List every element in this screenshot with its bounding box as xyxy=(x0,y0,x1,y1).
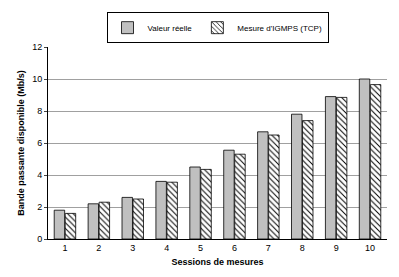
svg-text:12: 12 xyxy=(32,42,42,52)
svg-text:6: 6 xyxy=(37,138,42,148)
svg-text:3: 3 xyxy=(130,243,135,253)
svg-text:4: 4 xyxy=(164,243,169,253)
svg-text:Bande passante disponible (Mb/: Bande passante disponible (Mb/s) xyxy=(16,70,26,216)
svg-text:9: 9 xyxy=(334,243,339,253)
svg-text:Valeur réelle: Valeur réelle xyxy=(148,24,193,33)
svg-text:Sessions de mesures: Sessions de mesures xyxy=(171,257,263,267)
svg-text:2: 2 xyxy=(96,243,101,253)
svg-text:Mesure d'IGMPS (TCP): Mesure d'IGMPS (TCP) xyxy=(237,24,322,33)
svg-text:2: 2 xyxy=(37,202,42,212)
svg-text:6: 6 xyxy=(232,243,237,253)
svg-text:0: 0 xyxy=(37,234,42,244)
svg-text:7: 7 xyxy=(266,243,271,253)
svg-text:10: 10 xyxy=(365,243,375,253)
svg-text:8: 8 xyxy=(300,243,305,253)
svg-text:5: 5 xyxy=(198,243,203,253)
svg-text:8: 8 xyxy=(37,106,42,116)
svg-text:4: 4 xyxy=(37,170,42,180)
svg-text:1: 1 xyxy=(62,243,67,253)
svg-text:10: 10 xyxy=(32,74,42,84)
